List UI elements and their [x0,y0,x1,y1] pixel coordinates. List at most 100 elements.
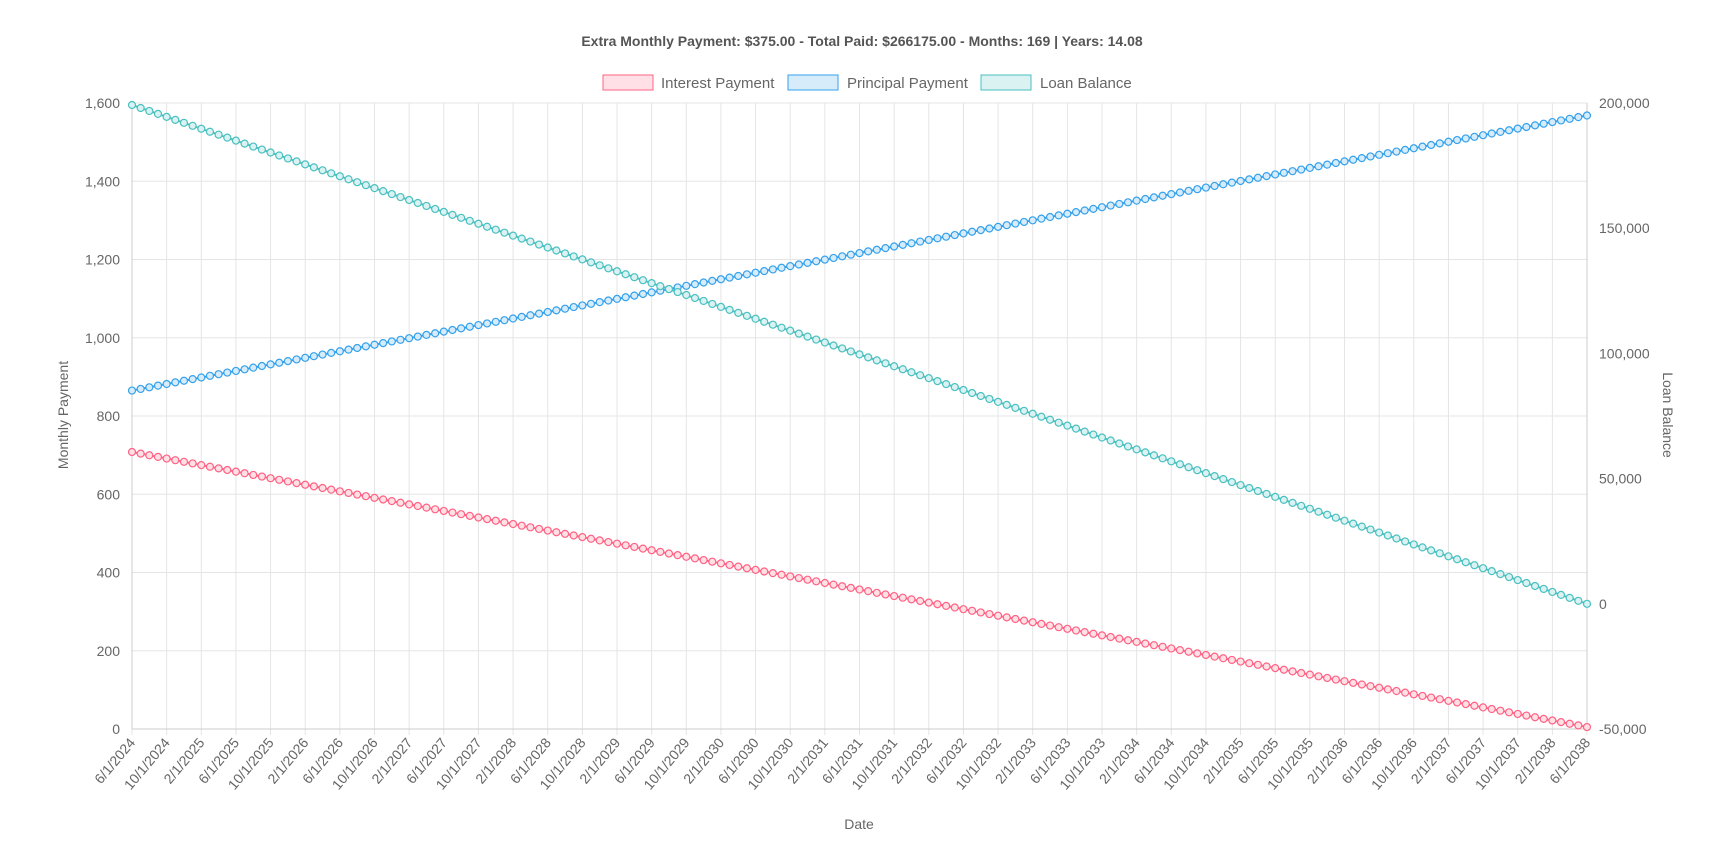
data-point [1115,199,1124,209]
data-point [370,493,379,502]
data-point [881,590,890,599]
data-point [335,487,344,496]
data-point [708,299,717,309]
data-point [612,539,622,548]
data-point [829,341,838,350]
data-point [725,273,734,282]
data-point [942,601,951,610]
data-point [457,510,466,519]
data-point [1245,175,1254,184]
data-point [1522,578,1531,588]
data-point [292,479,301,488]
data-point [1175,460,1185,469]
data-point [604,264,613,273]
data-point [231,136,241,145]
data-point [1245,483,1254,493]
data-point [1210,652,1219,661]
data-point [491,516,500,525]
data-point [1548,716,1557,725]
data-point [993,611,1003,620]
data-point [231,467,241,476]
data-point [1149,193,1159,202]
data-point [491,225,500,234]
legend-item-balance[interactable]: Loan Balance [980,74,1132,92]
data-point [690,280,700,289]
legend-label-interest: Interest Payment [661,75,775,92]
data-point [1158,454,1167,463]
data-point [760,317,769,326]
data-point [413,198,422,208]
data-point [569,302,578,312]
data-point [1496,127,1505,136]
data-point [1219,475,1228,484]
data-point [1470,701,1479,710]
data-point [396,335,405,344]
data-point [829,253,838,263]
data-point [353,178,362,187]
data-point [1375,150,1384,159]
data-point [205,127,215,136]
data-point [993,397,1003,407]
data-point [578,301,587,310]
data-point [1504,126,1514,135]
data-point [205,462,215,471]
data-point [1452,555,1462,564]
data-point [1253,173,1262,182]
legend-swatch-principal [787,74,839,91]
data-point [153,109,163,119]
data-point [353,490,362,499]
data-point [197,373,206,382]
data-point [1201,469,1211,478]
data-point [231,366,241,376]
data-point [283,477,292,486]
data-point [396,192,405,202]
data-point [1071,626,1081,635]
data-point [916,371,925,380]
y2-tick-label: -50,000 [1599,721,1647,737]
data-point [656,282,665,291]
data-point [474,219,483,228]
data-point [1323,510,1332,519]
data-point [387,337,396,346]
data-point [1097,631,1107,640]
data-point [725,305,734,314]
data-point [275,151,284,160]
data-point [916,237,925,246]
data-point [1158,642,1167,651]
data-point [491,317,500,326]
data-point [1305,670,1314,679]
data-point [500,518,509,527]
data-point [794,573,803,583]
legend-item-interest[interactable]: Interest Payment [602,74,775,92]
data-point [257,145,267,154]
data-point [162,112,171,121]
data-point [301,160,310,169]
data-point [1123,198,1133,207]
data-point [1245,659,1254,668]
data-point [353,343,362,353]
data-point [1080,206,1089,215]
data-point [379,187,388,196]
data-point [595,261,604,270]
data-point [405,500,414,509]
data-point [1478,703,1488,712]
y-tick-label: 1,200 [85,252,120,268]
data-point [171,378,180,387]
data-point [396,498,405,507]
data-point [1167,457,1176,466]
legend-item-principal[interactable]: Principal Payment [787,74,969,92]
data-point [457,213,466,222]
data-point [1401,537,1410,546]
data-point [742,311,752,320]
data-point [1314,672,1323,681]
data-point [1444,137,1453,146]
data-point [760,266,769,276]
data-point [907,239,916,248]
data-point [1019,217,1029,227]
data-point [690,293,700,303]
data-point [664,549,674,558]
data-point [214,130,223,139]
data-point [370,340,379,349]
data-point [872,588,881,597]
data-point [890,591,899,601]
